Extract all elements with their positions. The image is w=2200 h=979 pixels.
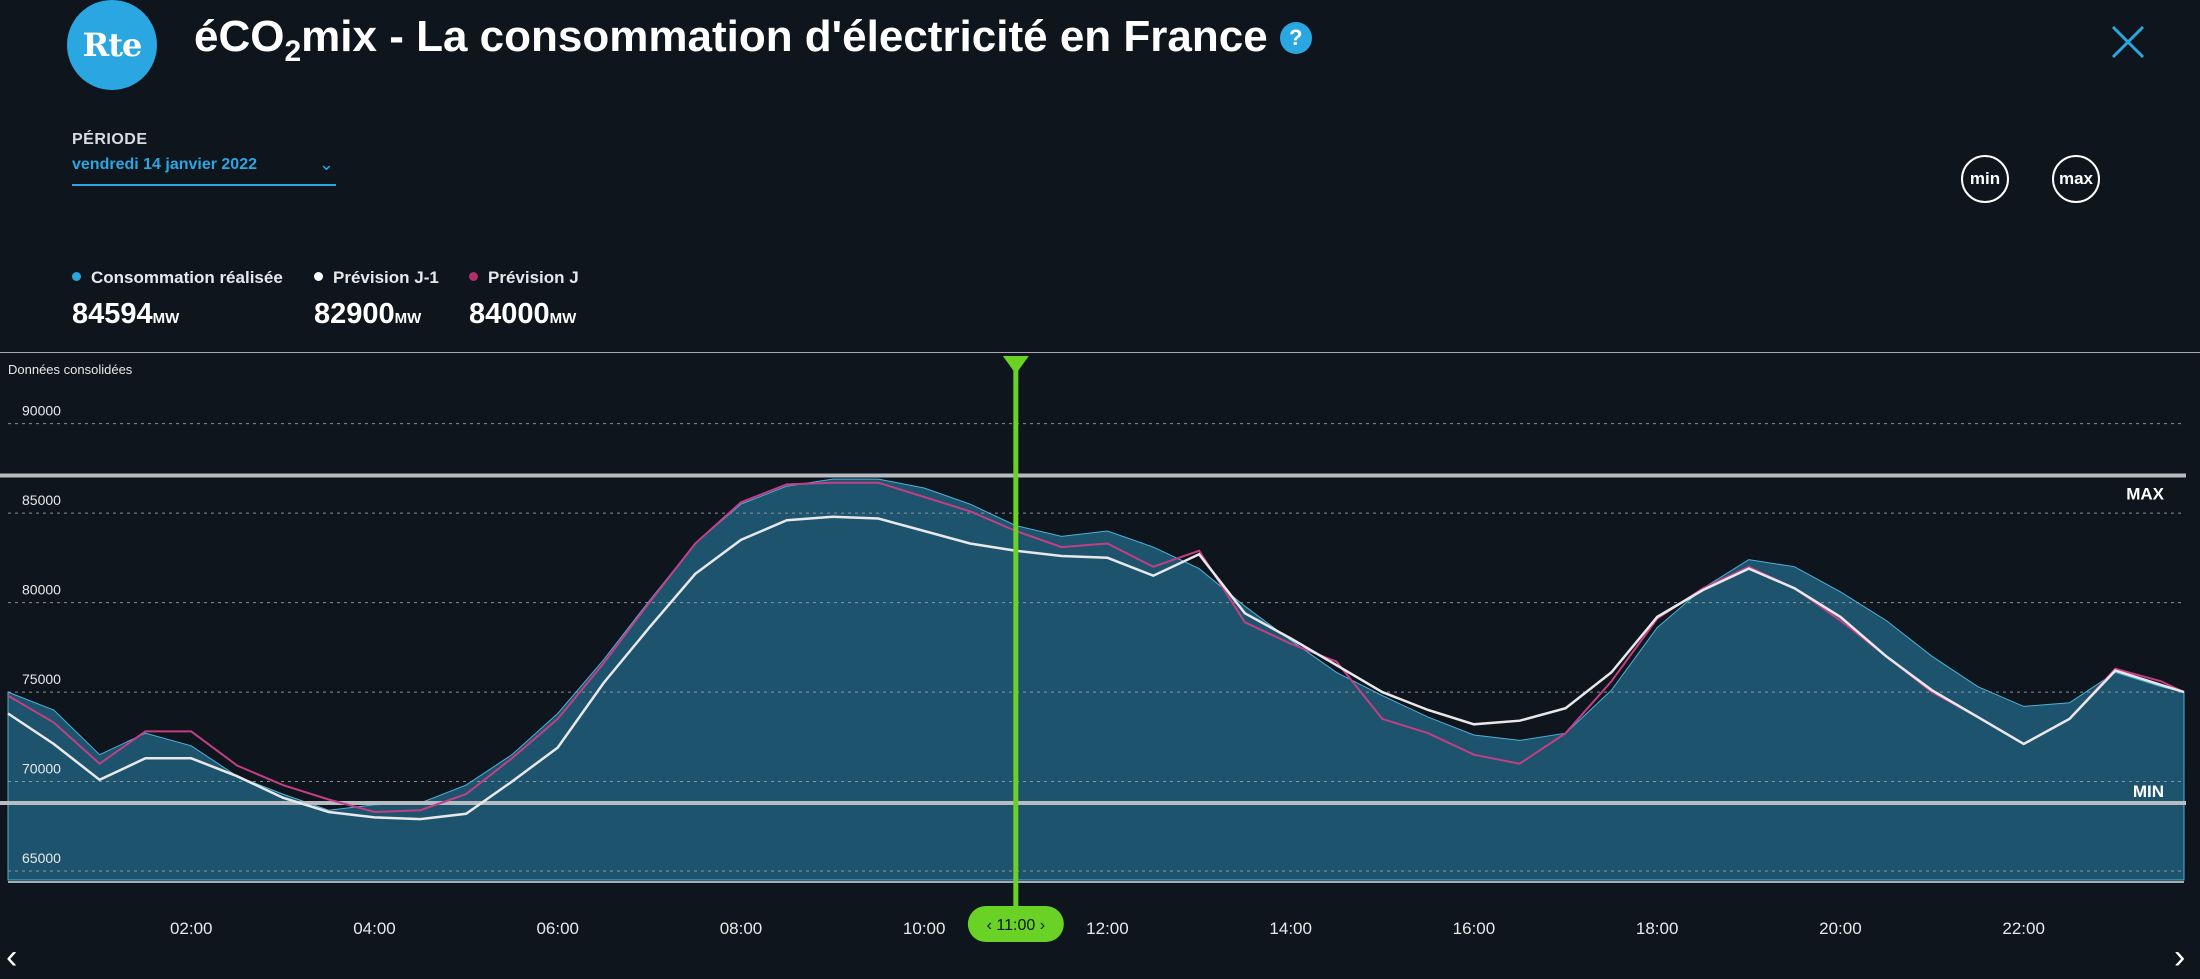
x-tick-label: 22:00 [2002, 919, 2045, 938]
next-arrow-icon[interactable]: › [2174, 938, 2186, 976]
x-tick-label: 14:00 [1269, 919, 1312, 938]
periode-dropdown[interactable]: vendredi 14 janvier 2022 ⌄ [72, 154, 336, 186]
y-tick-label: 75000 [22, 671, 61, 687]
max-button[interactable]: max [2052, 155, 2100, 203]
legend-label: Prévision J-1 [333, 268, 439, 287]
rte-logo: Rte [67, 0, 157, 90]
legend-unit: MW [394, 310, 422, 327]
legend-consommation[interactable]: Consommation réalisée 84594MW [72, 268, 283, 331]
series-consommation-area [7, 478, 2185, 881]
x-tick-label: 20:00 [1819, 919, 1862, 938]
chevron-down-icon: ⌄ [318, 154, 334, 174]
title-suffix: mix - La consommation d'électricité en F… [301, 12, 1268, 61]
close-icon[interactable] [2108, 22, 2148, 62]
periode-label: PÉRIODE [72, 131, 148, 148]
x-tick-label: 18:00 [1636, 919, 1679, 938]
x-tick-label: 04:00 [353, 919, 396, 938]
legend-dot [72, 272, 81, 281]
series-prevision-j1-line [7, 515, 2185, 821]
consumption-chart[interactable]: 90000 85000 80000 75000 70000 65000 MAX MIN 02:0… [0, 352, 2200, 979]
legend-value: 84594 [72, 298, 153, 330]
legend-dot [314, 272, 323, 281]
y-tick-label: 80000 [22, 582, 61, 598]
legend-value: 82900 [314, 298, 395, 330]
legend-unit: MW [152, 310, 180, 327]
time-cursor-badge[interactable] [967, 906, 1064, 942]
y-tick-label: 70000 [22, 761, 61, 777]
legend-label: Consommation réalisée [91, 268, 283, 287]
time-cursor-handle[interactable] [1002, 356, 1029, 374]
y-tick-label: 85000 [22, 492, 61, 508]
max-label: MAX [2126, 484, 2164, 503]
x-tick-label: 10:00 [903, 919, 946, 938]
legend-prevision-j1[interactable]: Prévision J-1 82900MW [314, 268, 439, 331]
legend-unit: MW [549, 310, 577, 327]
x-tick-label: 08:00 [720, 919, 763, 938]
series-prevision-j-line [7, 481, 2185, 814]
min-button[interactable]: min [1961, 155, 2009, 203]
legend-prevision-j[interactable]: Prévision J 84000MW [469, 268, 579, 331]
title-prefix: éCO [194, 12, 285, 61]
time-cursor-label: ‹ 11:00 › [987, 917, 1045, 934]
help-icon[interactable]: ? [1279, 22, 1312, 54]
legend-dot [469, 272, 478, 281]
x-tick-label: 02:00 [170, 919, 213, 938]
periode-value: vendredi 14 janvier 2022 [72, 156, 257, 173]
previous-arrow-icon[interactable]: ‹ [6, 938, 18, 976]
title-subscript: 2 [284, 35, 302, 68]
consolidated-label: Données consolidées [8, 362, 133, 377]
y-tick-label: 90000 [22, 403, 61, 419]
legend-label: Prévision J [488, 268, 579, 287]
page-title: éCO2mix - La consommation d'électricité … [194, 12, 1312, 69]
min-label: MIN [2133, 782, 2164, 801]
legend-value: 84000 [469, 298, 550, 330]
x-tick-label: 12:00 [1086, 919, 1129, 938]
x-tick-label: 16:00 [1453, 919, 1496, 938]
y-tick-label: 65000 [22, 850, 61, 866]
x-tick-label: 06:00 [536, 919, 579, 938]
